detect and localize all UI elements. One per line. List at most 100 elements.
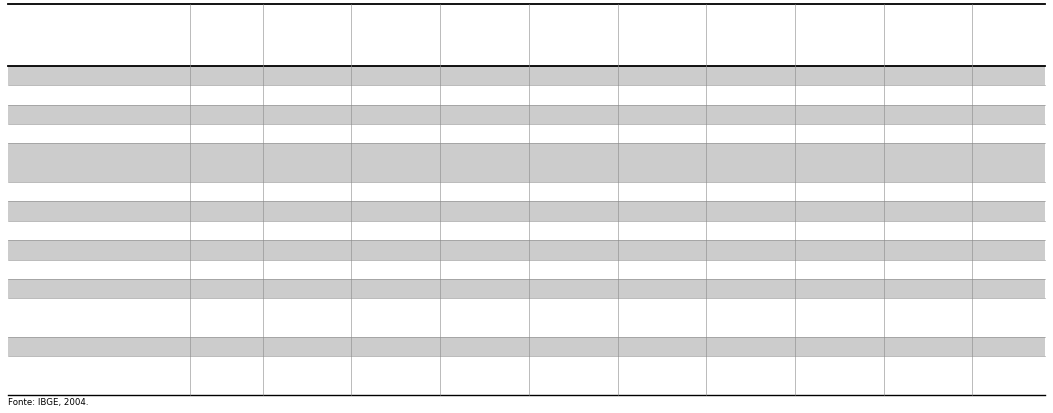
Text: Alimentação: Alimentação: [13, 91, 85, 101]
Text: Mais de
400,00 a
600,00: Mais de 400,00 a 600,00: [284, 21, 330, 51]
Text: 2,7: 2,7: [831, 284, 848, 294]
Text: 14,1: 14,1: [651, 110, 674, 120]
Text: 4,0: 4,0: [920, 129, 936, 140]
Text: 27,3: 27,3: [828, 71, 851, 81]
Text: Até
400,00: Até 400,00: [208, 26, 244, 45]
Text: 5,7: 5,7: [564, 129, 581, 140]
Text: Educação: Educação: [13, 206, 68, 217]
Text: 1,4: 1,4: [919, 158, 936, 169]
Text: 37,4: 37,4: [384, 71, 408, 81]
Text: 1,4: 1,4: [388, 206, 404, 217]
Text: 2,1: 2,1: [919, 284, 936, 294]
Text: 5,6: 5,6: [1000, 188, 1017, 197]
Text: 2,3: 2,3: [654, 284, 670, 294]
Text: 4,2: 4,2: [299, 313, 315, 323]
Text: 0,8: 0,8: [564, 265, 581, 275]
Text: 2,4: 2,4: [564, 284, 581, 294]
Text: 2,3: 2,3: [742, 226, 759, 236]
Text: 42: 42: [114, 27, 123, 33]
Text: 5,8: 5,8: [388, 129, 404, 140]
Text: 9,0: 9,0: [1000, 91, 1017, 101]
Text: 1,8: 1,8: [476, 226, 493, 236]
Text: 19,0: 19,0: [997, 313, 1020, 323]
Text: Fonte: IBGE, 2004.: Fonte: IBGE, 2004.: [8, 397, 88, 406]
Text: 1,5: 1,5: [388, 226, 404, 236]
Text: Itens de despesa: Itens de despesa: [13, 31, 102, 40]
Text: 18,4: 18,4: [651, 91, 674, 101]
Text: Serviços pessoais: Serviços pessoais: [13, 265, 117, 275]
Text: 2,1: 2,1: [654, 226, 670, 236]
Text: 7,9: 7,9: [299, 110, 315, 120]
Text: 29,5: 29,5: [739, 71, 762, 81]
Text: 3,9: 3,9: [919, 342, 936, 352]
Text: 4,5: 4,5: [831, 188, 848, 197]
Text: 38,9: 38,9: [296, 71, 319, 81]
Text: Fumo: Fumo: [13, 245, 44, 255]
Text: 1,0: 1,0: [831, 265, 848, 275]
Text: 2,0: 2,0: [564, 206, 581, 217]
Text: 7,0: 7,0: [564, 313, 581, 323]
Text: 2,3: 2,3: [742, 371, 759, 381]
Text: 3,6: 3,6: [742, 206, 759, 217]
Text: 20,1: 20,1: [561, 91, 584, 101]
Text: 0,8: 0,8: [1000, 265, 1017, 275]
Text: 2,4: 2,4: [388, 158, 404, 169]
Text: Recreação e cultura: Recreação e cultura: [13, 226, 130, 236]
Text: 0,2: 0,2: [1000, 245, 1017, 255]
Text: 29,8: 29,8: [215, 91, 238, 101]
Text: 1,6: 1,6: [218, 284, 235, 294]
Text: 4,7: 4,7: [299, 188, 315, 197]
Text: 5,0: 5,0: [388, 188, 404, 197]
Text: 2,0: 2,0: [564, 371, 581, 381]
Text: 31,7: 31,7: [651, 71, 674, 81]
Text: 1,8: 1,8: [831, 158, 848, 169]
Text: 1,0: 1,0: [388, 245, 404, 255]
Text: 3,5: 3,5: [831, 342, 848, 352]
Text: 2,2: 2,2: [564, 158, 581, 169]
Text: 0,3: 0,3: [920, 245, 936, 255]
Text: 0,9: 0,9: [218, 226, 235, 236]
Text: 8,2: 8,2: [654, 313, 670, 323]
Text: 4,9: 4,9: [476, 188, 493, 197]
Text: 5,4: 5,4: [218, 129, 235, 140]
Text: 3,7: 3,7: [654, 342, 670, 352]
Text: 2,6: 2,6: [919, 371, 936, 381]
Text: 2,6: 2,6: [919, 226, 936, 236]
Text: 0,10: 0,10: [473, 245, 496, 255]
Text: Despesas diversas: Despesas diversas: [13, 284, 121, 294]
Text: 0,8: 0,8: [564, 245, 581, 255]
Text: Mais de
1.200,00 a
1.600,00: Mais de 1.200,00 a 1.600,00: [545, 21, 601, 51]
Text: 2,2: 2,2: [1000, 226, 1017, 236]
Text: 5,0: 5,0: [742, 129, 759, 140]
Text: 3,4: 3,4: [476, 342, 493, 352]
Text: 1,9: 1,9: [654, 371, 670, 381]
Text: 11,7: 11,7: [916, 91, 939, 101]
Text: 2,5: 2,5: [1000, 371, 1017, 381]
Text: 0,5: 0,5: [742, 245, 759, 255]
Text: 7,2: 7,2: [218, 110, 235, 120]
Text: Mais de
6.000,00: Mais de 6.000,00: [986, 26, 1032, 45]
Text: 1,1: 1,1: [299, 206, 315, 217]
Text: 14,3: 14,3: [916, 313, 939, 323]
Text: 2,5: 2,5: [476, 158, 493, 169]
Text: 1,0: 1,0: [920, 265, 936, 275]
Text: 0,9: 0,9: [654, 265, 670, 275]
Text: 4,7: 4,7: [831, 129, 848, 140]
Text: Assistência à saúde: Assistência à saúde: [13, 188, 128, 197]
Text: 10,9: 10,9: [828, 313, 851, 323]
Text: 5,2: 5,2: [564, 188, 581, 197]
Text: 0,9: 0,9: [742, 265, 759, 275]
Text: 17,9: 17,9: [916, 110, 939, 120]
Text: 3,2: 3,2: [1000, 129, 1017, 140]
Text: 0,7: 0,7: [218, 265, 235, 275]
Text: 2,4: 2,4: [831, 371, 848, 381]
Text: 17,3: 17,3: [997, 110, 1020, 120]
Text: 13,28: 13,28: [558, 110, 589, 120]
Text: 1,4: 1,4: [476, 371, 493, 381]
Text: 1,8: 1,8: [742, 158, 759, 169]
Text: 4,0: 4,0: [742, 342, 759, 352]
Text: 27,6: 27,6: [296, 91, 319, 101]
Text: 2,8: 2,8: [1000, 284, 1017, 294]
Text: 2,3: 2,3: [299, 342, 315, 352]
Text: 3,0: 3,0: [218, 313, 235, 323]
